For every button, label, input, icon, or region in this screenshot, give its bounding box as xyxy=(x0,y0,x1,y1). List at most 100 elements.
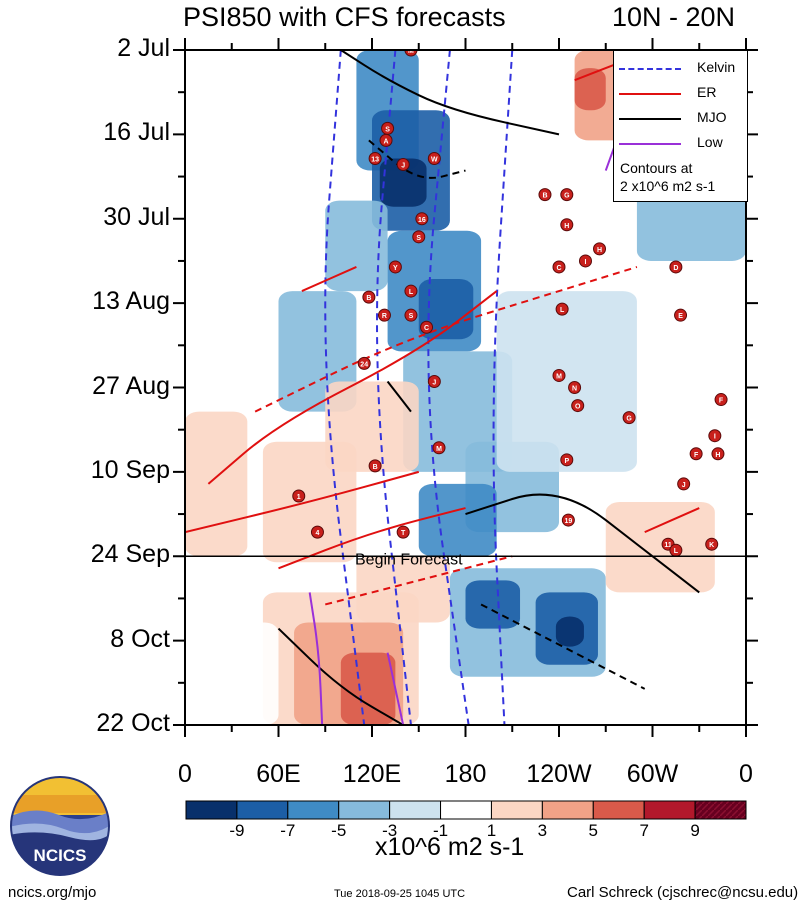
storm-marker[interactable]: I xyxy=(708,429,722,443)
storm-label: M xyxy=(408,48,414,55)
mjo-swatch xyxy=(619,118,681,120)
storm-marker[interactable]: K xyxy=(705,537,719,551)
storm-label: J xyxy=(432,379,436,386)
x-tick-label: 60W xyxy=(626,760,679,788)
kelvin-contour xyxy=(376,50,412,725)
storm-marker[interactable]: W xyxy=(427,151,441,165)
storm-marker[interactable]: B xyxy=(362,290,376,304)
storm-marker[interactable]: Y xyxy=(388,260,402,274)
mjo-contour xyxy=(368,139,466,179)
storm-marker[interactable]: 4 xyxy=(310,525,324,539)
storm-dot xyxy=(568,381,582,394)
storm-marker[interactable]: S xyxy=(404,308,418,322)
storm-marker[interactable]: O xyxy=(571,399,585,413)
storm-label: L xyxy=(674,548,679,555)
storm-dot xyxy=(622,411,636,425)
storm-marker[interactable]: 24 xyxy=(357,356,371,370)
storm-marker[interactable]: H xyxy=(560,218,574,232)
mjo-contour xyxy=(277,627,404,725)
storm-dot xyxy=(415,212,429,226)
legend-entry-kelvin: Kelvin xyxy=(614,59,747,79)
storm-marker[interactable]: L xyxy=(669,543,683,557)
storm-marker[interactable]: E xyxy=(674,308,688,322)
storm-marker[interactable]: S xyxy=(412,230,426,244)
storm-marker[interactable]: C xyxy=(552,260,566,274)
storm-label: I xyxy=(585,259,587,266)
low-contour xyxy=(308,592,324,725)
storm-label: E xyxy=(678,313,683,320)
storm-marker[interactable]: H xyxy=(593,242,607,256)
colorbar-tick-label: 5 xyxy=(588,821,598,840)
anomaly-patch xyxy=(278,291,357,412)
storm-marker[interactable]: L xyxy=(404,284,418,298)
storm-marker[interactable]: J xyxy=(396,158,410,172)
storm-marker[interactable]: 1 xyxy=(292,489,306,503)
storm-label: R xyxy=(382,313,387,320)
storm-marker[interactable]: B xyxy=(368,459,382,473)
storm-marker[interactable]: 19 xyxy=(561,513,575,527)
anomaly-patch xyxy=(325,200,388,292)
storm-marker[interactable]: R xyxy=(377,308,391,322)
lat-band-label: 10N - 20N xyxy=(612,2,736,32)
storm-marker[interactable]: A xyxy=(379,133,393,147)
timestamp: Tue 2018-09-25 1045 UTC xyxy=(334,888,466,900)
storm-dot xyxy=(368,151,382,165)
er-contour xyxy=(207,290,498,485)
storm-marker[interactable]: M xyxy=(404,44,418,57)
storm-dot xyxy=(552,260,566,274)
storm-marker[interactable]: S xyxy=(381,121,395,135)
ncics-logo[interactable]: NCICS xyxy=(9,775,111,877)
logo-text: NCICS xyxy=(34,846,87,865)
y-tick-label: 30 Jul xyxy=(103,202,170,231)
storm-marker[interactable]: 16 xyxy=(415,212,429,226)
storm-label: O xyxy=(575,404,581,411)
storm-label: A xyxy=(383,138,388,145)
storm-marker[interactable]: J xyxy=(427,374,441,388)
storm-label: L xyxy=(409,289,414,296)
storm-label: P xyxy=(564,458,569,465)
storm-dot xyxy=(714,393,728,407)
legend-label: Kelvin xyxy=(697,59,736,75)
storm-marker[interactable]: B xyxy=(538,188,552,202)
storm-marker[interactable]: G xyxy=(560,188,574,202)
y-tick-label: 22 Oct xyxy=(96,709,170,737)
x-tick-label: 120W xyxy=(526,760,592,788)
storm-marker[interactable]: P xyxy=(560,453,574,467)
y-tick-label: 16 Jul xyxy=(103,118,170,147)
storm-dot xyxy=(404,50,418,57)
storm-marker[interactable]: F xyxy=(714,393,728,407)
colorbar-swatch xyxy=(541,800,594,820)
storm-marker[interactable]: C xyxy=(420,320,434,334)
storm-marker[interactable]: M xyxy=(432,441,446,455)
storm-marker[interactable]: 13 xyxy=(368,151,382,165)
contour-note-line2: 2 x10^6 m2 s-1 xyxy=(620,178,716,194)
storm-label: 19 xyxy=(564,518,572,525)
site-link[interactable]: ncics.org/mjo xyxy=(8,884,97,901)
colorbar-tick-label: -5 xyxy=(331,821,347,840)
storm-marker[interactable]: G xyxy=(622,411,636,425)
storm-dot xyxy=(368,459,382,473)
storm-marker[interactable]: I xyxy=(578,254,592,268)
colorbar-tick-label: 1 xyxy=(486,821,497,840)
storm-dot xyxy=(292,489,306,503)
storm-marker[interactable]: D xyxy=(669,260,683,274)
storm-label: N xyxy=(572,386,577,393)
storm-dot xyxy=(669,260,683,274)
storm-marker[interactable]: L xyxy=(555,302,569,316)
storm-marker[interactable]: J xyxy=(677,477,691,491)
storm-marker[interactable]: N xyxy=(568,381,582,394)
storm-marker[interactable]: H xyxy=(711,447,725,461)
storm-dot xyxy=(427,374,441,388)
storm-label: F xyxy=(694,452,699,459)
x-tick-label: 0 xyxy=(739,760,753,788)
colorbar-swatch xyxy=(338,800,391,820)
storm-marker[interactable]: T xyxy=(396,525,410,539)
storm-marker[interactable]: F xyxy=(689,447,703,461)
colorbar-tick-label: 7 xyxy=(639,821,649,840)
anomaly-patch xyxy=(418,279,474,340)
storm-marker[interactable]: M xyxy=(552,368,566,382)
storm-dot xyxy=(427,151,441,165)
er-contour xyxy=(325,555,513,606)
er-swatch xyxy=(619,93,681,95)
colorbar-swatch xyxy=(236,800,289,820)
